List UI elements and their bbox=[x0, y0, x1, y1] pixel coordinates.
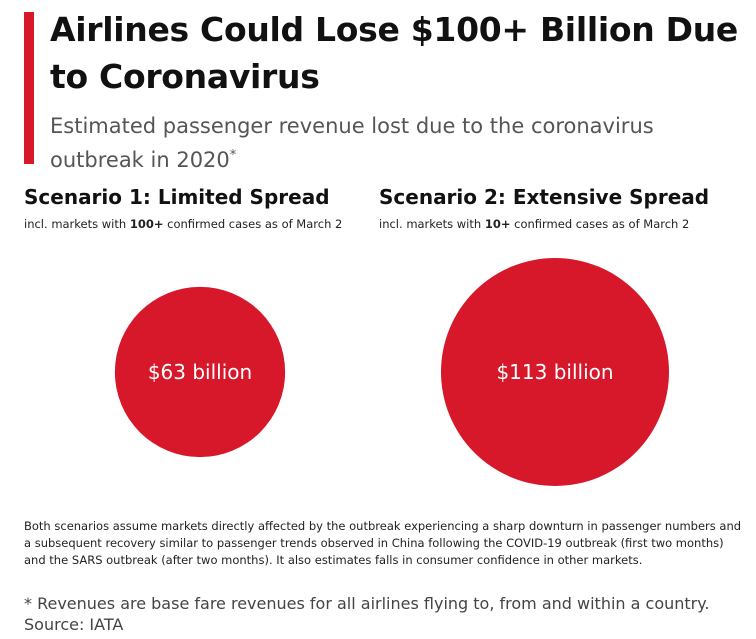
scenario-1-sub-pre: incl. markets with bbox=[24, 217, 130, 231]
scenario-1-sub-bold: 100+ bbox=[129, 217, 164, 231]
footnote: Both scenarios assume markets directly a… bbox=[24, 519, 742, 567]
scenario-2-heading: Scenario 2: Extensive Spread bbox=[379, 185, 710, 209]
bubble-label-scenario-1: $63 billion bbox=[148, 360, 252, 384]
chart-subtitle: Estimated passenger revenue lost due to … bbox=[50, 112, 740, 175]
accent-bar bbox=[24, 12, 34, 164]
scenario-1-subheading: incl. markets with 100+ confirmed cases … bbox=[24, 217, 342, 231]
scenario-2-sub-bold: 10+ bbox=[484, 217, 511, 231]
scenario-2-subheading: incl. markets with 10+ confirmed cases a… bbox=[379, 217, 689, 231]
source-label: Source: IATA bbox=[24, 615, 124, 634]
subtitle-footnote-marker: * bbox=[229, 148, 237, 163]
bubble-label-scenario-2: $113 billion bbox=[496, 360, 613, 384]
scenario-1-heading: Scenario 1: Limited Spread bbox=[24, 185, 330, 209]
footer: * Revenues are base fare revenues for al… bbox=[24, 593, 744, 635]
chart-title: Airlines Could Lose $100+ Billion Due to… bbox=[50, 10, 738, 96]
scenario-1-sub-post: confirmed cases as of March 2 bbox=[163, 217, 343, 231]
scenario-2-sub-pre: incl. markets with bbox=[379, 217, 485, 231]
bubble-scenario-1 bbox=[114, 286, 286, 458]
footer-note: * Revenues are base fare revenues for al… bbox=[24, 594, 710, 613]
subtitle-text: Estimated passenger revenue lost due to … bbox=[50, 114, 654, 172]
scenario-2-sub-post: confirmed cases as of March 2 bbox=[510, 217, 690, 231]
bubble-scenario-2 bbox=[441, 258, 669, 486]
